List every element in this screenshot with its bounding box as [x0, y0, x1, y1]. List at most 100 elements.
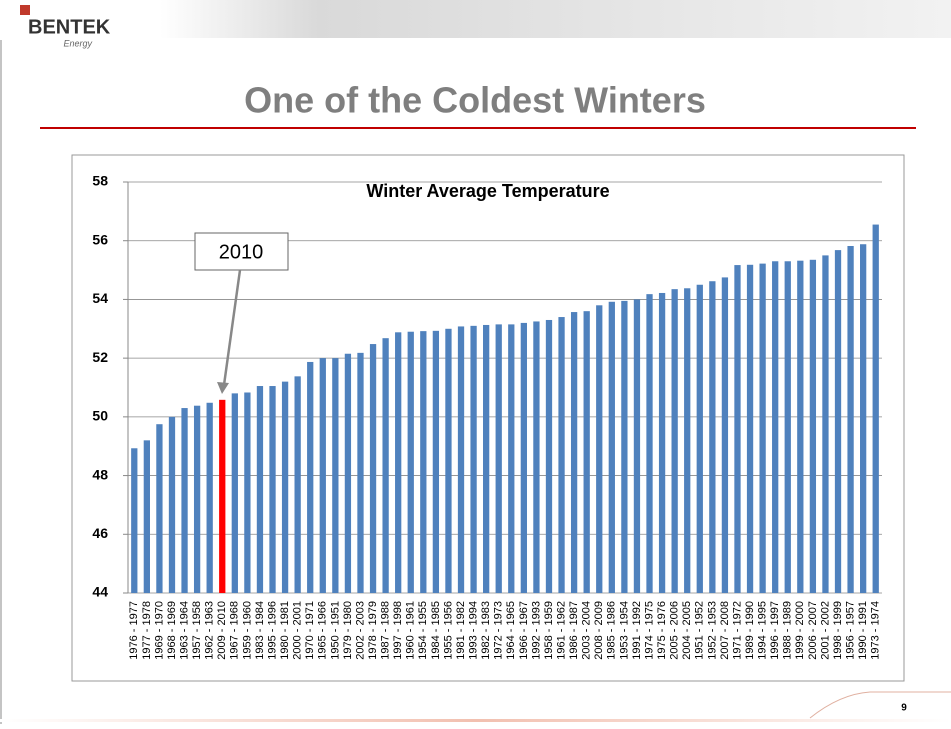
y-tick-label: 52 [92, 349, 108, 365]
x-tick-label: 1984 - 1985 [430, 601, 442, 660]
x-tick-label: 1977 - 1978 [141, 601, 153, 660]
x-tick-label: 2001 - 2002 [819, 601, 831, 660]
x-tick-label: 1959 - 1960 [241, 601, 253, 660]
annotation-arrowhead [217, 382, 229, 394]
x-tick-label: 1979 - 1980 [342, 601, 354, 660]
x-tick-label: 2005 - 2006 [669, 601, 681, 660]
x-tick-label: 1989 - 1990 [744, 601, 756, 660]
annotation-box [194, 232, 289, 271]
bar [457, 326, 465, 593]
annotation: 2010 [219, 241, 264, 263]
x-tick-label: 2002 - 2003 [354, 601, 366, 660]
y-tick-label: 46 [92, 525, 108, 541]
bar [570, 312, 578, 593]
bar [658, 292, 666, 593]
bar [508, 324, 515, 593]
bar [809, 259, 817, 593]
bar [822, 255, 829, 593]
x-tick-label: 2009 - 2010 [216, 601, 228, 660]
bar [483, 324, 490, 593]
x-tick-label: 1972 - 1973 [493, 601, 505, 660]
logo-sub: Energy [63, 38, 92, 48]
bar [244, 392, 251, 593]
bar [696, 284, 703, 593]
bar [307, 361, 314, 593]
x-tick-label: 1965 - 1966 [317, 601, 329, 660]
bar [332, 358, 339, 593]
bar [445, 328, 452, 593]
bar [131, 448, 138, 593]
bar [621, 300, 628, 593]
bar [382, 338, 389, 593]
bar [432, 330, 440, 593]
bar [269, 386, 276, 593]
annotation-arrow [222, 269, 242, 386]
bar [294, 376, 301, 593]
x-tick-label: 1956 - 1957 [844, 601, 856, 660]
footer-curve [809, 691, 951, 719]
x-tick-label: 1973 - 1974 [870, 601, 882, 660]
bar [369, 344, 377, 593]
x-tick-label: 1970 - 1971 [304, 601, 316, 660]
x-tick-label: 2008 - 2009 [593, 601, 605, 660]
x-tick-label: 2004 - 2005 [681, 601, 693, 660]
bar [759, 263, 766, 593]
chart-title: Winter Average Temperature [366, 181, 609, 201]
bar [709, 281, 716, 593]
bar [407, 331, 414, 593]
x-tick-label: 1983 - 1984 [254, 601, 266, 660]
x-tick-label: 1958 - 1959 [543, 601, 555, 660]
bar [168, 416, 176, 593]
x-tick-label: 1976 - 1977 [128, 601, 140, 660]
y-tick-label: 54 [92, 290, 108, 306]
bar [470, 325, 477, 593]
x-tick-label: 1953 - 1954 [618, 601, 630, 660]
x-tick-label: 1986 - 1987 [568, 601, 580, 660]
x-tick-label: 1978 - 1979 [367, 601, 379, 660]
x-tick-label: 1992 - 1993 [530, 601, 542, 660]
bar [684, 288, 691, 593]
bar [495, 324, 502, 593]
bar [772, 261, 779, 593]
x-tick-label: 1954 - 1955 [417, 601, 429, 660]
x-tick-label: 1962 - 1963 [204, 601, 216, 660]
y-tick-label: 56 [92, 231, 108, 247]
header-strip [160, 0, 951, 38]
x-tick-label: 2000 - 2001 [292, 601, 304, 660]
x-tick-label: 1996 - 1997 [769, 601, 781, 660]
x-tick-label: 1998 - 1999 [832, 601, 844, 660]
x-tick-label: 1993 - 1994 [467, 601, 479, 660]
page-number: 9 [901, 703, 907, 714]
y-tick-label: 58 [92, 173, 108, 189]
x-tick-label: 1975 - 1976 [656, 601, 668, 660]
bar [646, 294, 653, 593]
bar [219, 399, 226, 593]
x-tick-label: 1997 - 1998 [392, 601, 404, 660]
x-tick-label: 1987 - 1988 [380, 601, 392, 660]
x-tick-label: 1960 - 1961 [405, 601, 417, 660]
bar [156, 424, 163, 593]
x-tick-label: 1980 - 1981 [279, 601, 291, 660]
y-tick-label: 44 [92, 584, 108, 600]
x-tick-label: 1969 - 1970 [153, 601, 165, 660]
y-tick-label: 48 [92, 466, 108, 482]
logo: BENTEK [28, 16, 111, 38]
x-tick-label: 1988 - 1989 [782, 601, 794, 660]
bar [181, 408, 188, 593]
bar [206, 402, 213, 593]
bar [319, 358, 326, 593]
bar [281, 381, 289, 593]
bar [721, 277, 729, 593]
x-tick-label: 1999 - 2000 [794, 601, 806, 660]
x-tick-label: 1991 - 1992 [631, 601, 643, 660]
x-tick-label: 2007 - 2008 [719, 601, 731, 660]
x-tick-label: 1966 - 1967 [518, 601, 530, 660]
y-tick-label: 50 [92, 408, 108, 424]
bar [872, 224, 879, 593]
bar [344, 353, 352, 593]
x-tick-label: 1990 - 1991 [857, 601, 869, 660]
x-tick-label: 1950 - 1951 [329, 601, 341, 660]
